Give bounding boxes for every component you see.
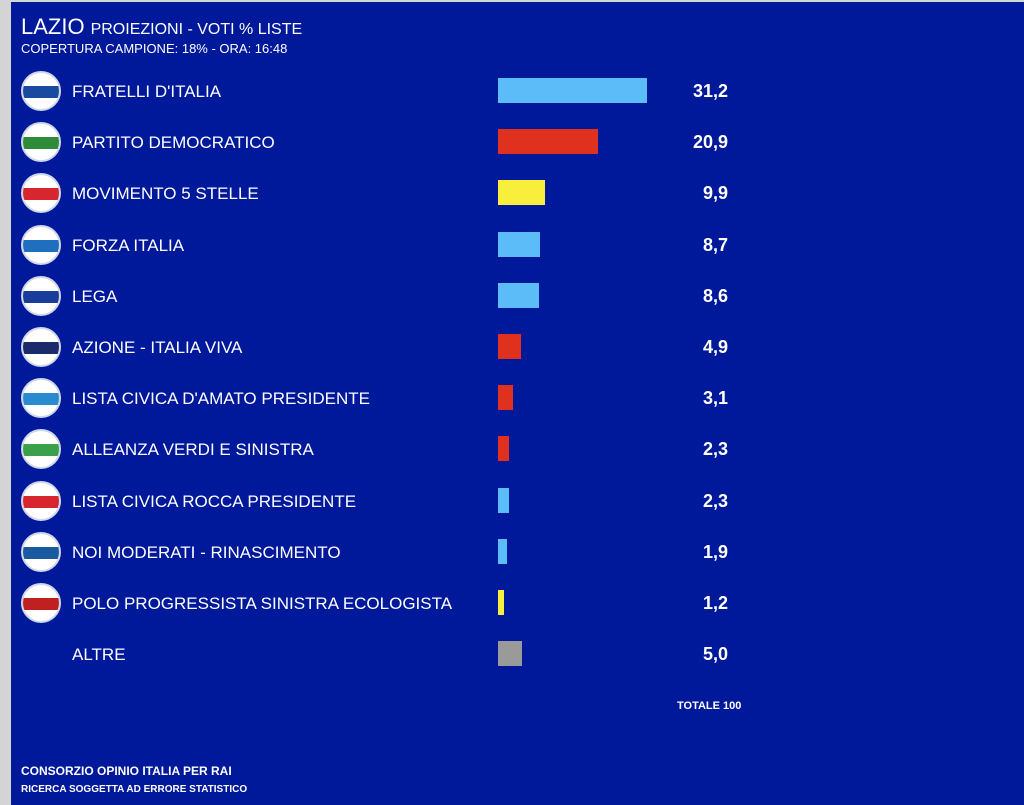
chart-subtitle: PROIEZIONI - VOTI % LISTE: [90, 21, 303, 38]
value-label: 8,6: [702, 285, 728, 306]
value-label: 4,9: [702, 337, 728, 357]
chart-row: LISTA CIVICA ROCCA PRESIDENTE 2,3: [11, 480, 1011, 521]
total-label: TOTALE 100: [677, 700, 742, 712]
party-name: LISTA CIVICA D'AMATO PRESIDENTE: [72, 389, 370, 409]
party-name: ALTRE: [72, 645, 126, 665]
value-label: 2,3: [702, 439, 728, 460]
chart-row: POLO PROGRESSISTA SINISTRA ECOLOGISTA 1,2: [11, 583, 1011, 623]
coverage-info: COPERTURA CAMPIONE: 18% - ORA: 16:48: [21, 41, 288, 56]
party-logo-icon: [21, 71, 61, 111]
party-logo-band: [23, 342, 59, 354]
chart-row: ALTRE 5,0: [11, 634, 1011, 674]
chart-row: ALLEANZA VERDI E SINISTRA 2,3: [11, 429, 1011, 470]
source-label: CONSORZIO OPINIO ITALIA PER RAI: [21, 764, 232, 778]
value-label: 9,9: [702, 183, 728, 204]
party-name: NOI MODERATI - RINASCIMENTO: [72, 542, 341, 562]
party-logo-icon: [21, 480, 61, 521]
party-logo-icon: [21, 275, 61, 316]
bar: [498, 538, 508, 564]
party-logo-band: [23, 495, 59, 508]
party-name: FORZA ITALIA: [72, 235, 185, 255]
party-logo-band: [23, 393, 59, 406]
bar: [498, 436, 509, 462]
party-logo-icon: [21, 122, 61, 163]
value-label: 3,1: [702, 388, 728, 409]
bar: [498, 385, 513, 411]
chart-row: LISTA CIVICA D'AMATO PRESIDENTE 3,1: [11, 378, 1011, 419]
region-title: LAZIO: [21, 14, 85, 39]
party-name: POLO PROGRESSISTA SINISTRA ECOLOGISTA: [72, 594, 453, 613]
page-title: LAZIO PROIEZIONI - VOTI % LISTE: [21, 14, 302, 40]
party-name: LISTA CIVICA ROCCA PRESIDENTE: [72, 491, 357, 511]
party-name: LEGA: [72, 286, 118, 306]
bar: [498, 487, 509, 513]
party-logo-band: [23, 444, 59, 457]
party-logo-band: [23, 86, 59, 98]
bar: [498, 641, 522, 667]
party-logo-band: [23, 239, 59, 252]
party-name: AZIONE - ITALIA VIVA: [72, 338, 243, 357]
party-name: ALLEANZA VERDI E SINISTRA: [72, 440, 314, 460]
bar: [498, 129, 598, 155]
chart-row: PARTITO DEMOCRATICO 20,9: [11, 122, 1011, 163]
party-logo-icon: [21, 378, 61, 419]
value-label: 31,2: [692, 81, 728, 101]
value-label: 5,0: [702, 644, 728, 665]
party-logo-icon: [21, 224, 61, 265]
chart-row: MOVIMENTO 5 STELLE 9,9: [11, 173, 1011, 214]
value-label: 20,9: [692, 132, 728, 153]
party-logo-band: [23, 598, 59, 610]
chart-row: FORZA ITALIA 8,7: [11, 224, 1011, 265]
party-logo-band: [23, 290, 59, 303]
bar: [498, 590, 504, 615]
value-label: 2,3: [702, 490, 728, 511]
party-logo-icon: [21, 531, 61, 572]
bar: [498, 180, 546, 206]
party-logo-band: [23, 188, 59, 201]
party-logo-icon: [21, 327, 61, 367]
party-logo-icon: [21, 429, 61, 470]
bar: [498, 78, 648, 103]
party-logo-band: [23, 546, 59, 559]
bar: [498, 334, 522, 359]
chart-row: LEGA 8,6: [11, 275, 1011, 316]
party-name: PARTITO DEMOCRATICO: [72, 133, 275, 153]
party-logo-icon: [21, 173, 61, 214]
value-label: 1,9: [702, 541, 728, 562]
value-label: 1,2: [702, 593, 728, 613]
results-panel: LAZIO PROIEZIONI - VOTI % LISTE COPERTURA…: [11, 2, 1024, 805]
party-name: MOVIMENTO 5 STELLE: [72, 184, 259, 204]
chart-row: FRATELLI D'ITALIA 31,2: [11, 71, 1011, 111]
party-logo-band: [23, 137, 59, 150]
chart-row: AZIONE - ITALIA VIVA 4,9: [11, 327, 1011, 367]
party-logo-icon: [21, 583, 61, 623]
bar: [498, 282, 540, 308]
bar: [498, 231, 540, 257]
value-label: 8,7: [702, 234, 728, 255]
party-name: FRATELLI D'ITALIA: [72, 82, 222, 101]
chart-row: NOI MODERATI - RINASCIMENTO 1,9: [11, 531, 1011, 572]
disclaimer-label: RICERCA SOGGETTA AD ERRORE STATISTICO: [21, 784, 248, 795]
